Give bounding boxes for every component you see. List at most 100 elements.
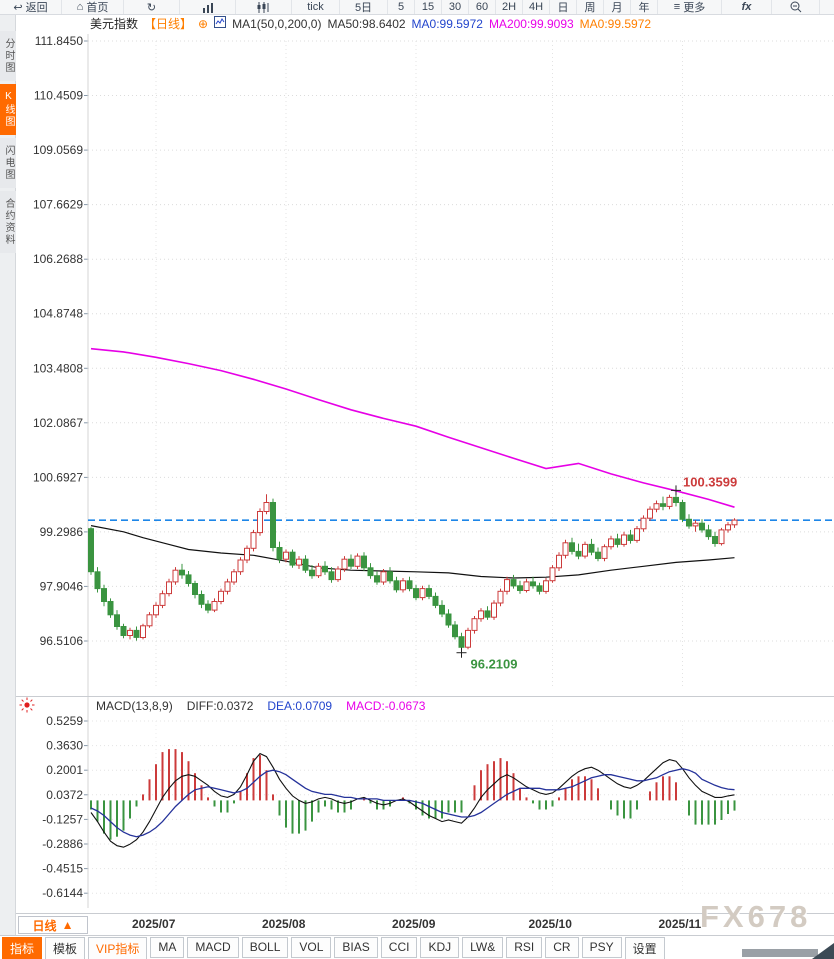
menu-icon: ≡ — [673, 1, 681, 13]
x-axis-month-label: 2025/11 — [658, 917, 702, 931]
tab-kdj[interactable]: KDJ — [420, 937, 460, 958]
svg-text:100.3599: 100.3599 — [683, 474, 737, 489]
period-tick-button[interactable]: tick — [292, 0, 340, 14]
period-5min-button[interactable]: 5 — [388, 0, 415, 14]
period-2h-button[interactable]: 2H — [496, 0, 523, 14]
tab-cr[interactable]: CR — [545, 937, 579, 958]
indicator-tab-bar: 指标 模板 VIP指标 MA MACD BOLL VOL BIAS CCI KD… — [0, 935, 834, 959]
fx678-watermark: FX678 — [700, 899, 812, 934]
macd-diff-value: DIFF:0.0372 — [186, 699, 254, 713]
period-15min-button[interactable]: 15 — [415, 0, 442, 14]
chevron-up-icon: ▲ — [61, 918, 74, 932]
svg-text:0.5259: 0.5259 — [46, 714, 83, 728]
period-month-button[interactable]: 月 — [604, 0, 631, 14]
macd-dea-value: DEA:0.0709 — [267, 699, 333, 713]
tab-vip-indicator[interactable]: VIP指标 — [88, 937, 148, 959]
ma-settings: MA1(50,0,200,0) — [232, 16, 322, 31]
svg-text:-0.2886: -0.2886 — [42, 837, 83, 851]
svg-text:0.2001: 0.2001 — [46, 763, 83, 777]
svg-text:-0.1257: -0.1257 — [42, 812, 83, 826]
x-axis-month-label: 2025/08 — [262, 917, 306, 931]
bar-chart-button[interactable] — [180, 0, 236, 14]
symbol-name: 美元指数 — [90, 17, 139, 31]
tab-macd[interactable]: MACD — [187, 937, 239, 958]
tab-vol[interactable]: VOL — [291, 937, 332, 958]
tab-template[interactable]: 模板 — [45, 937, 86, 959]
svg-text:0.3630: 0.3630 — [46, 739, 83, 753]
zoom-out-icon — [790, 1, 802, 13]
mini-chart-icon[interactable] — [214, 16, 227, 31]
period-60min-button[interactable]: 60 — [469, 0, 496, 14]
sidebar-tab-candlestick[interactable]: K线图 — [0, 84, 16, 135]
period-tag: 【日线】 — [144, 17, 193, 31]
macd-macd-value: MACD:-0.0673 — [346, 699, 426, 713]
svg-text:97.9046: 97.9046 — [40, 579, 84, 593]
tab-rsi[interactable]: RSI — [506, 937, 543, 958]
svg-text:106.2688: 106.2688 — [33, 252, 83, 266]
period-30min-button[interactable]: 30 — [442, 0, 469, 14]
home-button[interactable]: ⌂ 首页 — [62, 0, 124, 14]
period-week-button[interactable]: 周 — [577, 0, 604, 14]
home-icon: ⌂ — [76, 1, 84, 13]
tab-lw[interactable]: LW& — [462, 937, 504, 958]
macd-legend-row: MACD(13,8,9) DIFF:0.0372 DEA:0.0709 MACD… — [96, 699, 425, 713]
svg-text:96.2109: 96.2109 — [471, 657, 518, 672]
horizontal-scrollbar-thumb[interactable] — [742, 949, 818, 957]
svg-text:111.8450: 111.8450 — [35, 34, 84, 48]
add-indicator-icon[interactable]: ⊕ — [198, 16, 209, 31]
sidebar-tab-contract-info[interactable]: 合约资料 — [0, 191, 16, 253]
svg-text:-0.4515: -0.4515 — [42, 862, 83, 876]
sidebar-tab-lightning[interactable]: 闪电图 — [0, 138, 16, 188]
more-button[interactable]: ≡ 更多 — [658, 0, 722, 14]
x-axis-month-label: 2025/09 — [392, 917, 436, 931]
tab-boll[interactable]: BOLL — [241, 937, 289, 958]
x-axis-month-label: 2025/10 — [528, 917, 572, 931]
refresh-icon: ↻ — [146, 1, 157, 14]
bar-chart-icon — [202, 2, 214, 13]
ma0-orange-value: MA0:99.5972 — [579, 16, 652, 31]
x-axis-month-label: 2025/07 — [132, 917, 176, 931]
svg-text:109.0569: 109.0569 — [33, 143, 83, 157]
chart-type-sidebar: 分时图 K线图 闪电图 合约资料 — [0, 15, 16, 959]
chart-legend-row: 美元指数 【日线】 ⊕ MA1(50,0,200,0) MA50:98.6402… — [90, 16, 651, 31]
period-selector-button[interactable]: 日线 ▲ — [18, 916, 88, 934]
period-4h-button[interactable]: 4H — [523, 0, 550, 14]
svg-text:-0.6144: -0.6144 — [42, 886, 83, 900]
svg-text:100.6927: 100.6927 — [33, 470, 83, 484]
formula-button[interactable]: fx — [722, 0, 772, 14]
fx-icon: fx — [741, 1, 752, 13]
back-arrow-icon: ↩ — [13, 1, 23, 14]
back-button[interactable]: ↩ 返回 — [0, 0, 62, 14]
tab-ma[interactable]: MA — [150, 937, 185, 958]
volume-candles-icon — [257, 1, 270, 13]
svg-text:102.0867: 102.0867 — [33, 416, 83, 430]
refresh-button[interactable]: ↻ — [124, 0, 180, 14]
ma0-blue-value: MA0:99.5972 — [411, 16, 483, 31]
svg-text:107.6629: 107.6629 — [33, 198, 83, 212]
macd-params: MACD(13,8,9) — [96, 699, 173, 713]
volume-chart-button[interactable] — [236, 0, 292, 14]
svg-text:103.4808: 103.4808 — [33, 361, 83, 375]
sidebar-tab-intraday[interactable]: 分时图 — [0, 31, 16, 81]
svg-text:110.4509: 110.4509 — [34, 89, 83, 103]
period-day-button[interactable]: 日 — [550, 0, 577, 14]
resize-grip-icon[interactable] — [812, 943, 834, 959]
svg-text:99.2986: 99.2986 — [40, 525, 84, 539]
tab-settings[interactable]: 设置 — [624, 937, 665, 959]
period-year-button[interactable]: 年 — [631, 0, 658, 14]
tab-cci[interactable]: CCI — [380, 937, 418, 958]
ma200-value: MA200:99.9093 — [488, 16, 574, 31]
time-axis-row: 日线 ▲ 2025/07 2025/08 2025/09 2025/10 2025/11 — [0, 914, 834, 935]
tab-psy[interactable]: PSY — [581, 937, 622, 958]
svg-text:96.5106: 96.5106 — [40, 634, 84, 648]
indicator-settings-icon[interactable] — [19, 697, 35, 718]
zoom-out-button[interactable] — [772, 0, 820, 14]
period-5day-button[interactable]: 5日 — [340, 0, 388, 14]
top-toolbar: ↩ 返回 ⌂ 首页 ↻ tick 5日 5 15 30 60 2H 4H 日 周 — [0, 0, 834, 15]
tab-bias[interactable]: BIAS — [334, 937, 378, 958]
ma50-value: MA50:98.6402 — [327, 16, 406, 31]
tab-indicator[interactable]: 指标 — [2, 937, 43, 959]
svg-text:104.8748: 104.8748 — [33, 307, 83, 321]
